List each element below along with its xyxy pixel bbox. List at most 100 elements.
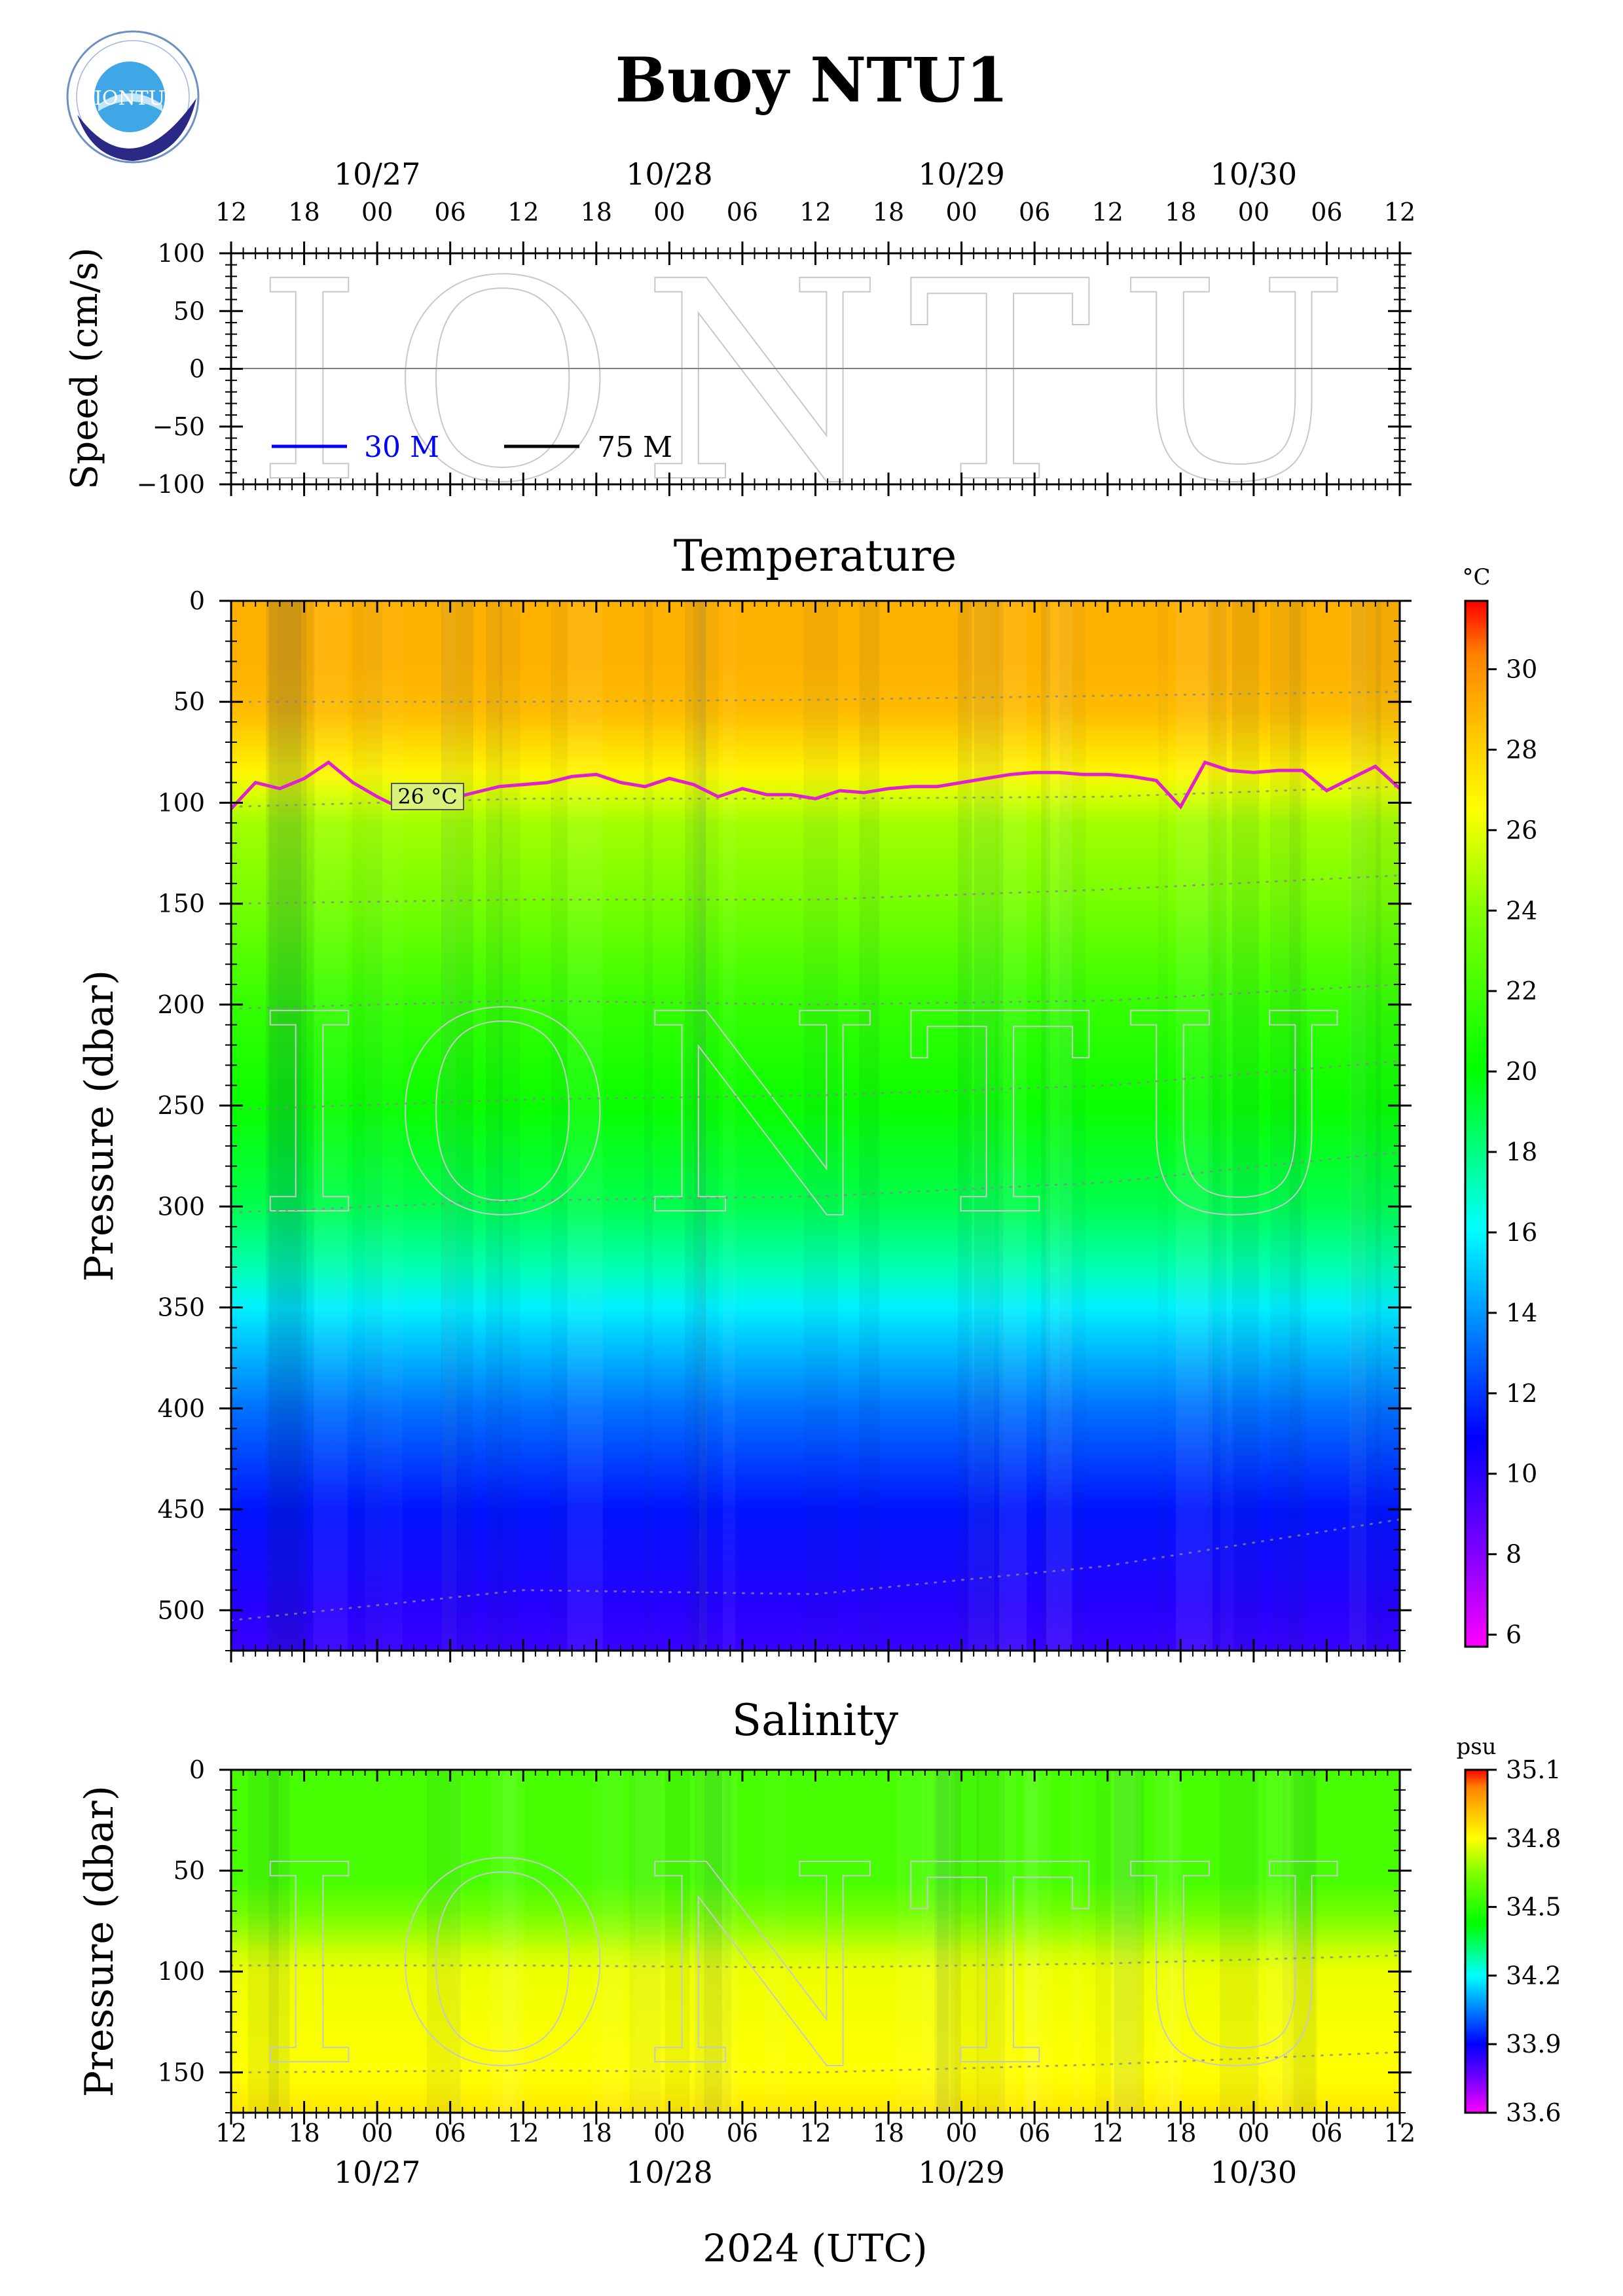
date-label: 10/28	[626, 156, 713, 192]
time-tick-label: 18	[873, 198, 904, 226]
temperature-title: Temperature	[674, 531, 957, 581]
temperature-colorbar-unit: °C	[1462, 564, 1490, 590]
colorbar-tick-label: 35.1	[1506, 1755, 1561, 1784]
time-tick-label: 00	[653, 198, 685, 226]
time-tick-label: 00	[1238, 2119, 1269, 2147]
time-tick-label: 00	[361, 2119, 393, 2147]
y-tick-label: 350	[157, 1293, 205, 1322]
colorbar-tick-label: 33.6	[1506, 2098, 1561, 2127]
temperature-field	[231, 601, 1400, 1651]
salinity-title: Salinity	[732, 1695, 899, 1746]
colorbar-tick-label: 20	[1506, 1057, 1537, 1086]
salinity-panel: IONTU 0 50 100 150 Pressure (dbar)	[77, 1755, 1412, 2127]
top-date-labels: 10/27 10/28 10/29 10/30	[334, 156, 1297, 192]
time-tick-label: 00	[361, 198, 393, 226]
time-tick-label: 00	[945, 2119, 977, 2147]
colorbar-tick-label: 22	[1506, 977, 1537, 1005]
colorbar-tick-label: 34.8	[1506, 1824, 1561, 1853]
date-label: 10/27	[334, 156, 421, 192]
iontu-logo: IONTU	[66, 30, 200, 164]
watermark-text: IONTU	[255, 956, 1376, 1276]
watermark: IONTU	[255, 956, 1376, 1277]
y-tick-label: 200	[157, 990, 205, 1019]
time-tick-label: 12	[1092, 2119, 1123, 2147]
time-tick-label: 06	[727, 2119, 758, 2147]
time-tick-label: 06	[1019, 2119, 1050, 2147]
y-tick-label: 50	[173, 296, 205, 325]
y-tick-label: −100	[137, 470, 205, 499]
bottom-time-axis: 12 18 00 06 12 18 00 06 12 18 00 06 12 18 00 06 12	[215, 2119, 1415, 2147]
isotherm-label-box: 26 °C	[391, 783, 464, 810]
y-tick-label: 150	[157, 2058, 205, 2087]
watermark-text: IONTU	[255, 223, 1376, 543]
bottom-date-labels: 10/27 10/28 10/29 10/30	[334, 2155, 1297, 2190]
date-label: 10/30	[1211, 156, 1298, 192]
time-tick-label: 00	[653, 2119, 685, 2147]
figure-title: Buoy NTU1	[615, 45, 1008, 117]
colorbar-tick-label: 28	[1506, 735, 1537, 764]
salinity-x-ticks	[230, 1770, 1401, 2125]
time-tick-label: 12	[507, 198, 539, 226]
time-tick-label: 12	[507, 2119, 539, 2147]
temperature-panel: IONTU 26 °C 0 50 100 150 200 250 300 350 400 450 5…	[77, 586, 1412, 1662]
colorbar-tick-label: 10	[1506, 1460, 1537, 1488]
time-tick-label: 06	[1311, 198, 1342, 226]
speed-x-ticks	[230, 242, 1401, 496]
salinity-colorbar: psu 33.6 33.9 34.2 34.5 34.8 35.1	[1456, 1734, 1561, 2127]
time-tick-label: 12	[1384, 2119, 1415, 2147]
time-tick-label: 06	[727, 198, 758, 226]
time-tick-label: 12	[1384, 198, 1415, 226]
y-tick-label: −50	[153, 412, 205, 441]
colorbar-tick-label: 26	[1506, 816, 1537, 844]
temperature-x-ticks	[230, 601, 1401, 1662]
date-label: 10/28	[626, 2155, 713, 2190]
temperature-colorbar: °C 6 8 10 12 14 16 18 20 22 24 26 28 30	[1462, 564, 1537, 1649]
y-tick-label: 150	[157, 889, 205, 918]
y-tick-label: 450	[157, 1495, 205, 1524]
legend-label-30m: 30 M	[364, 431, 439, 464]
date-label: 10/29	[918, 2155, 1005, 2190]
time-tick-label: 12	[1092, 198, 1123, 226]
y-tick-label: 250	[157, 1091, 205, 1120]
date-label: 10/27	[334, 2155, 421, 2190]
time-tick-label: 12	[799, 2119, 831, 2147]
watermark-text: IONTU	[255, 1807, 1376, 2127]
y-tick-label: 400	[157, 1394, 205, 1423]
date-label: 10/29	[918, 156, 1005, 192]
time-tick-label: 00	[1238, 198, 1269, 226]
speed-y-label: Speed (cm/s)	[64, 247, 106, 490]
time-tick-label: 18	[1165, 198, 1196, 226]
salinity-variability	[247, 1770, 1317, 2113]
dotted-contour	[231, 1518, 1400, 1622]
date-label: 10/30	[1211, 2155, 1298, 2190]
salinity-field	[231, 1770, 1400, 2113]
isotherm-label: 26 °C	[397, 784, 457, 809]
time-tick-label: 12	[799, 198, 831, 226]
y-tick-label: 0	[189, 586, 205, 615]
time-tick-label: 18	[288, 198, 319, 226]
colorbar-tick-label: 34.2	[1506, 1961, 1561, 1990]
speed-y-axis: 100 50 0 −50 −100	[137, 239, 1412, 499]
watermark: IONTU	[255, 223, 1376, 544]
temperature-dotted-contours	[231, 691, 1400, 1622]
salinity-y-label: Pressure (dbar)	[77, 1785, 122, 2097]
salinity-y-axis: 0 50 100 150	[157, 1755, 1412, 2113]
y-tick-label: 500	[157, 1596, 205, 1624]
time-tick-label: 18	[873, 2119, 904, 2147]
time-tick-label: 12	[215, 198, 247, 226]
y-tick-label: 0	[189, 1755, 205, 1784]
colorbar-tick-label: 12	[1506, 1379, 1537, 1408]
salinity-colorbar-bar	[1464, 1768, 1489, 2114]
colorbar-tick-label: 24	[1506, 896, 1537, 925]
time-tick-label: 06	[1311, 2119, 1342, 2147]
temperature-y-axis: 0 50 100 150 200 250 300 350 400 450 500	[157, 586, 1412, 1651]
y-tick-label: 100	[157, 788, 205, 817]
y-tick-label: 0	[189, 355, 205, 384]
temperature-colorbar-bar	[1464, 600, 1489, 1648]
colorbar-tick-label: 14	[1506, 1299, 1537, 1327]
colorbar-tick-label: 6	[1506, 1621, 1522, 1649]
time-tick-label: 06	[435, 2119, 466, 2147]
colorbar-tick-label: 8	[1506, 1540, 1522, 1569]
legend: 30 M 75 M	[272, 431, 672, 464]
legend-label-75m: 75 M	[597, 431, 672, 464]
